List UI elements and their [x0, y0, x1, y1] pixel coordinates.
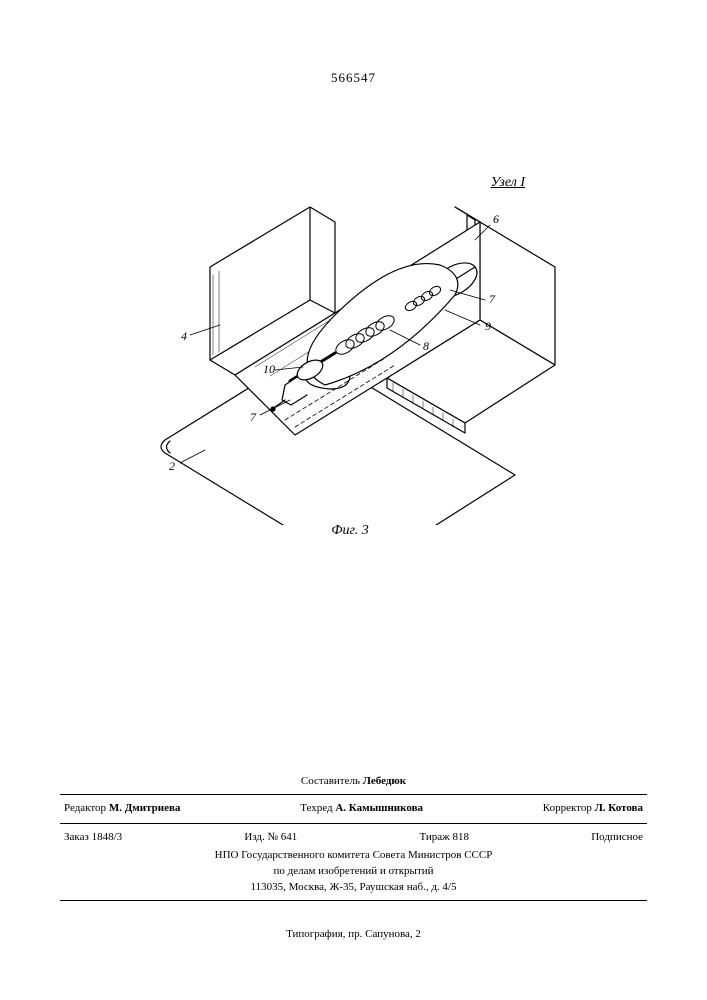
- editor-name: М. Дмитриева: [109, 802, 181, 814]
- callout-7b: 7: [489, 292, 496, 306]
- izd-label: Изд. №: [244, 831, 278, 843]
- divider: [60, 900, 647, 901]
- figure-node-label: Узел I: [491, 175, 525, 191]
- izd-no: 641: [281, 831, 298, 843]
- order-no: 1848/3: [92, 831, 123, 843]
- tirazh-no: 818: [453, 831, 470, 843]
- corrector-label: Корректор: [543, 802, 592, 814]
- org-line-2: по делам изобретений и открытий: [60, 864, 647, 880]
- callout-9: 9: [485, 319, 491, 333]
- callout-8: 8: [423, 339, 429, 353]
- compiler-label: Составитель: [301, 775, 360, 787]
- printer-line: Типография, пр. Сапунова, 2: [60, 928, 647, 940]
- compiler-name: Лебедюк: [363, 775, 406, 787]
- callout-7a: 7: [250, 410, 257, 424]
- corrector-name: Л. Котова: [595, 802, 643, 814]
- figure-3: Узел I: [135, 195, 565, 525]
- org-address: 113035, Москва, Ж-35, Раушская наб., д. …: [60, 880, 647, 896]
- tech-label: Техред: [300, 802, 332, 814]
- divider: [60, 823, 647, 824]
- divider: [60, 794, 647, 795]
- colophon-block: Составитель Лебедюк Редактор М. Дмитриев…: [60, 774, 647, 905]
- order-label: Заказ: [64, 831, 89, 843]
- callout-6: 6: [493, 212, 499, 226]
- tirazh-label: Тираж: [419, 831, 449, 843]
- patent-number: 566547: [0, 70, 707, 86]
- callout-10: 10: [263, 362, 275, 376]
- callout-4: 4: [181, 329, 187, 343]
- signed: Подписное: [591, 830, 643, 846]
- tech-name: А. Камышникова: [335, 802, 423, 814]
- editor-label: Редактор: [64, 802, 106, 814]
- callout-2: 2: [169, 459, 175, 473]
- figure-svg: 4 6 2 9 8 10 7 7: [135, 195, 565, 525]
- org-line-1: НПО Государственного комитета Совета Мин…: [60, 848, 647, 864]
- figure-caption: Фиг. 3: [135, 523, 565, 539]
